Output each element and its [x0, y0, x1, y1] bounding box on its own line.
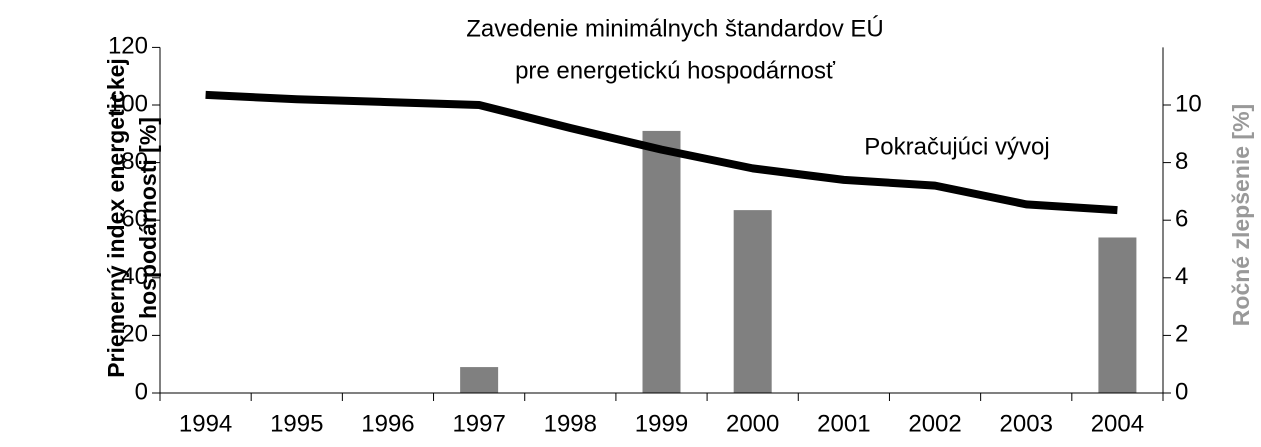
bar: [642, 130, 681, 394]
x-tick-label: 2001: [817, 410, 870, 437]
line: [205, 90, 1118, 215]
y-tick-label: 80: [121, 148, 148, 175]
y2-tick-label: 10: [1175, 90, 1202, 117]
x-tick-label: 1996: [361, 410, 414, 437]
x-tick-label: 1995: [270, 410, 323, 437]
y-tick-label: 120: [108, 33, 148, 60]
y-tick-label: 60: [121, 206, 148, 233]
x-tick-label: 1999: [635, 410, 688, 437]
x-tick-label: 1998: [544, 410, 597, 437]
y-tick-label: 100: [108, 90, 148, 117]
bar: [733, 210, 772, 393]
x-tick-label: 1994: [179, 410, 232, 437]
y2-tick-label: 4: [1175, 263, 1188, 290]
x-tick-label: 2004: [1091, 410, 1144, 437]
y-axis-title: Priemerný index energetickej: [103, 58, 129, 378]
annotation: pre energetickú hospodárnosť: [515, 57, 836, 84]
bar: [460, 367, 499, 393]
x-tick-label: 1997: [452, 410, 505, 437]
y-tick-label: 0: [135, 378, 148, 405]
y-axis-title: hospodárnosti [%]: [135, 117, 161, 319]
bar: [1098, 237, 1137, 393]
annotation: Pokračujúci vývoj: [864, 133, 1049, 160]
y2-tick-label: 8: [1175, 148, 1188, 175]
x-tick-label: 2002: [908, 410, 961, 437]
annotation: Zavedenie minimálnych štandardov EÚ: [466, 15, 884, 42]
x-tick-label: 2003: [1000, 410, 1053, 437]
y2-tick-label: 2: [1175, 321, 1188, 348]
y2-tick-label: 6: [1175, 206, 1188, 233]
y-tick-label: 40: [121, 263, 148, 290]
x-tick-label: 2000: [726, 410, 779, 437]
y-tick-label: 20: [121, 321, 148, 348]
y2-tick-label: 0: [1175, 378, 1188, 405]
y2-axis-title: Ročné zlepšenie [%]: [1228, 104, 1254, 326]
